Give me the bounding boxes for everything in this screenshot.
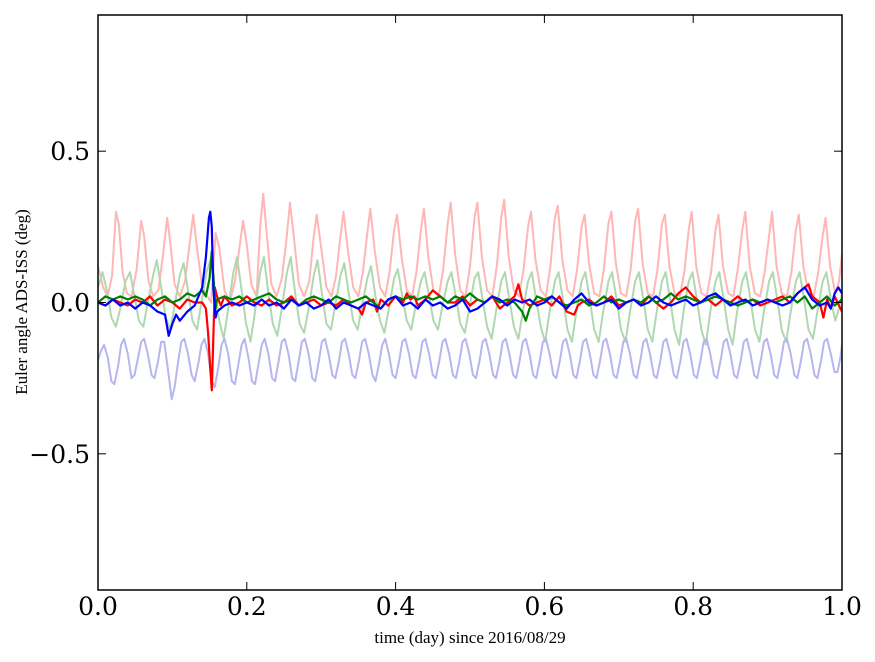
x-tick-label: 0.0 [78,592,118,621]
series-layer [98,192,842,401]
series-line-3 [98,337,842,401]
x-tick-label: 0.8 [673,592,713,621]
series-line-1 [98,192,842,304]
x-axis-title: time (day) since 2016/08/29 [374,628,565,647]
y-tick-label: −0.5 [29,440,90,469]
x-tick-label: 1.0 [822,592,862,621]
x-tick-label: 0.2 [227,592,267,621]
y-tick-label: 0.0 [50,289,90,318]
x-tick-label: 0.6 [525,592,565,621]
x-tick-label: 0.4 [376,592,416,621]
series-line-6 [98,210,842,337]
y-tick-label: 0.5 [50,137,90,166]
tick-layer: 0.0 0.2 0.4 0.6 0.8 1.0 −0.5 0.0 0.5 [29,15,862,621]
series-line-2 [98,256,842,346]
y-axis-title: Euler angle ADS-ISS (deg) [12,209,31,395]
series-line-4 [98,283,842,392]
